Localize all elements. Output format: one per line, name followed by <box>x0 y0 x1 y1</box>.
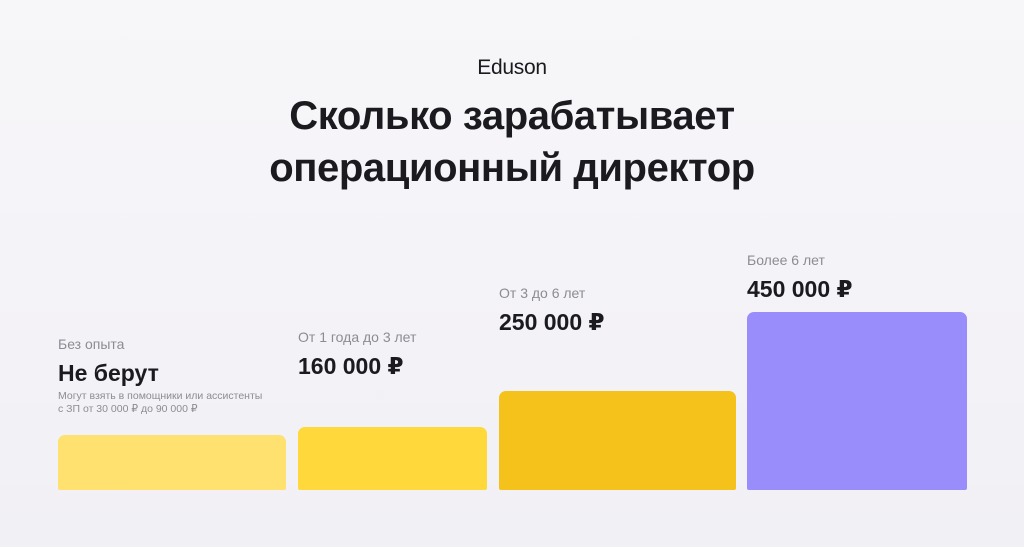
category-label: От 1 года до 3 лет <box>298 329 417 345</box>
value-label: 160 000 ₽ <box>298 353 404 379</box>
category-label: Без опыта <box>58 336 125 352</box>
category-label: От 3 до 6 лет <box>499 285 586 301</box>
title-line-2: операционный директор <box>269 146 755 190</box>
chart-column-1-3-years: От 1 года до 3 лет 160 000 ₽ <box>298 325 487 490</box>
note-text: Могут взять в помощники или ассистенты с… <box>58 390 298 416</box>
value-label: 450 000 ₽ <box>747 276 853 302</box>
bar-3-6-years <box>499 391 736 490</box>
page-title: Сколько зарабатывает операционный директ… <box>0 90 1024 194</box>
value-label: Не берут <box>58 360 159 386</box>
bar-6-plus-years <box>747 312 967 490</box>
chart-column-6-plus-years: Более 6 лет 450 000 ₽ <box>747 250 967 490</box>
note-line-1: Могут взять в помощники или ассистенты <box>58 390 263 402</box>
chart-column-no-experience: Без опыта Не берут Могут взять в помощни… <box>58 330 286 490</box>
bar-1-3-years <box>298 427 487 490</box>
category-label: Более 6 лет <box>747 252 825 268</box>
chart-column-3-6-years: От 3 до 6 лет 250 000 ₽ <box>499 281 736 490</box>
title-line-1: Сколько зарабатывает <box>289 94 735 138</box>
value-label: 250 000 ₽ <box>499 309 605 335</box>
note-line-2: с ЗП от 30 000 ₽ до 90 000 ₽ <box>58 403 198 415</box>
bar-no-experience <box>58 435 286 490</box>
brand-logo: Eduson <box>477 56 547 79</box>
